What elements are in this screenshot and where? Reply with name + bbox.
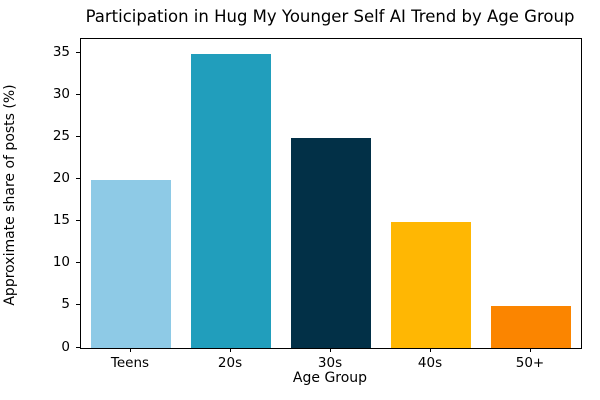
y-tick-label: 5 (61, 296, 70, 313)
bar-teens (91, 179, 171, 348)
x-tick-mark (429, 348, 431, 352)
y-tick-mark (76, 52, 80, 54)
y-tick-mark (76, 346, 80, 348)
chart-title: Participation in Hug My Younger Self AI … (85, 7, 575, 26)
y-tick-label: 25 (52, 128, 70, 145)
x-tick-mark (329, 348, 331, 352)
plot-area (80, 38, 582, 349)
y-tick-label: 20 (52, 170, 70, 187)
x-tick-mark (129, 348, 131, 352)
bar-20s (191, 53, 271, 348)
y-axis-label-text: Approximate share of posts (%) (2, 84, 18, 306)
y-tick-label: 15 (52, 212, 70, 229)
y-tick-mark (76, 220, 80, 222)
y-tick-label: 0 (61, 338, 70, 355)
x-tick-label: 30s (317, 355, 343, 371)
bar-40s (391, 221, 471, 348)
x-tick-label: 50+ (515, 355, 545, 371)
y-tick-mark (76, 94, 80, 96)
x-axis-label: Age Group (292, 370, 368, 386)
y-tick-label: 35 (52, 44, 70, 61)
y-tick-label: 30 (52, 86, 70, 103)
x-tick-mark (529, 348, 531, 352)
y-tick-mark (76, 262, 80, 264)
x-tick-mark (229, 348, 231, 352)
y-tick-label: 10 (52, 254, 70, 271)
x-tick-label: Teens (110, 355, 150, 371)
y-tick-mark (76, 178, 80, 180)
bar-50plus (491, 305, 571, 348)
x-tick-label: 40s (417, 355, 443, 371)
x-tick-label: 20s (217, 355, 243, 371)
y-tick-mark (76, 304, 80, 306)
y-tick-mark (76, 136, 80, 138)
bar-30s (291, 137, 371, 348)
